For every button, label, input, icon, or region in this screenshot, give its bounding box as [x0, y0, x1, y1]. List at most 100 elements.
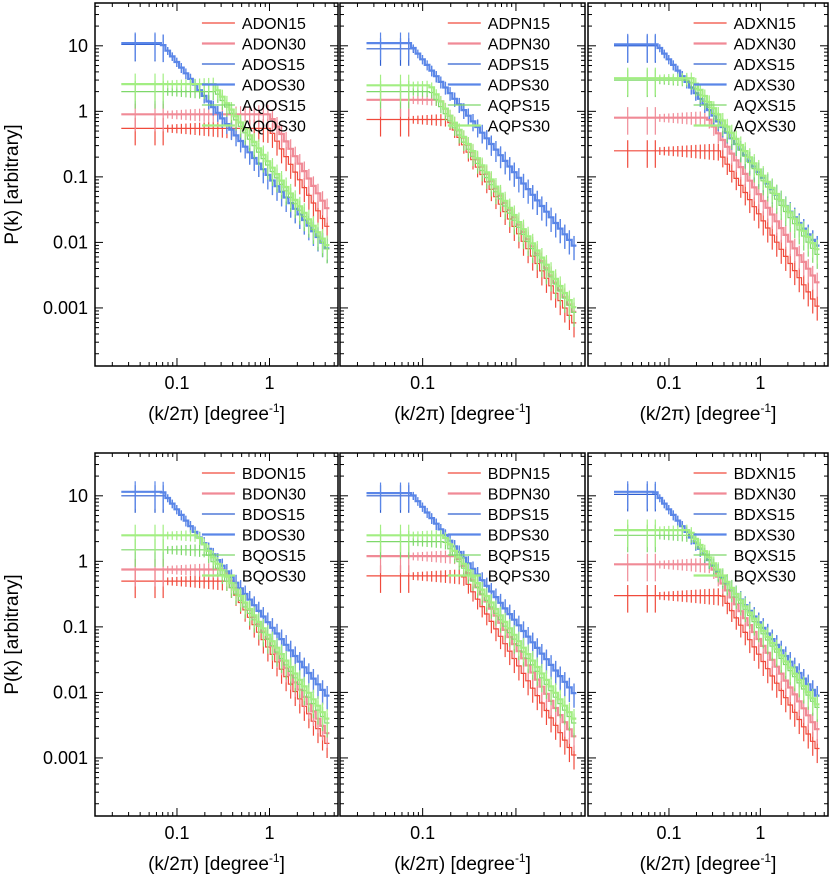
legend-entry: BDXS30	[734, 528, 795, 545]
plot-frame	[94, 452, 339, 817]
x-tick-label: 0.1	[164, 373, 189, 393]
series-line	[614, 563, 820, 731]
legend-entry: BQPS15	[488, 548, 550, 565]
legend-entry: BDON15	[242, 466, 306, 483]
series-BDPN15	[366, 565, 577, 770]
series-line	[121, 127, 330, 227]
series-line	[121, 43, 330, 249]
plot-frame	[587, 2, 829, 367]
y-tick-label: 0.01	[53, 682, 88, 702]
series-line	[121, 490, 330, 697]
legend-entry: ADXN15	[734, 16, 796, 33]
series-line	[614, 77, 820, 251]
chart-panel-top-right: 0.1 1 (k/2π) [degree-1] ADXN15 ADXN30 ADXS15 A…	[587, 2, 829, 425]
chart-panel-top-center: 0.1 (k/2π) [degree-1] ADPN15 ADPN30 ADPS15 AD…	[339, 2, 586, 425]
series-BDON30	[121, 558, 330, 748]
legend-entry: BDXN30	[734, 487, 796, 504]
series-line	[366, 84, 577, 309]
legend-entry: ADON15	[242, 16, 306, 33]
series-line	[366, 534, 577, 720]
legend-entry: ADPS30	[488, 78, 549, 95]
y-tick-label: 10	[68, 486, 88, 506]
legend-entry: AQPS30	[488, 119, 550, 136]
legend-entry: BDON30	[242, 487, 306, 504]
series-BQXS30	[614, 519, 820, 719]
x-tick-label: 0.1	[410, 823, 435, 843]
legend-entry: ADOS30	[242, 78, 305, 95]
y-tick-label: 0.001	[43, 298, 88, 318]
x-tick-label: 0.1	[656, 823, 681, 843]
legend-entry: BQXS30	[734, 569, 796, 586]
y-tick-label: 0.1	[63, 617, 88, 637]
series-ADXN15	[614, 140, 820, 321]
series-BDXN15	[614, 585, 820, 764]
series-ADPS30	[366, 32, 577, 261]
legend-entry: ADOS15	[242, 57, 305, 74]
legend-entry: ADXN30	[734, 37, 796, 54]
legend-entry: BQOS15	[242, 548, 306, 565]
series-line	[121, 549, 330, 724]
legend-entry: BDPS15	[488, 507, 549, 524]
series-ADXN30	[614, 107, 820, 297]
series-BQPS30	[366, 524, 577, 734]
legend-entry: BDPS30	[488, 528, 549, 545]
y-tick-label: 0.01	[53, 232, 88, 252]
legend-entry: BDPN15	[488, 466, 550, 483]
legend-entry: BDXN15	[734, 466, 796, 483]
plot-frame	[339, 452, 586, 817]
chart-panel-bottom-left: 0.1 1 10 1 0.1 0.01 0.001 (k/2π) [degree-1] P(k)…	[2, 452, 339, 875]
legend-entry: BQPS30	[488, 569, 550, 586]
x-tick-label: 1	[755, 373, 765, 393]
legend-entry: ADPN30	[488, 37, 550, 54]
x-axis-label: (k/2π) [degree-1]	[148, 401, 285, 425]
x-tick-label: 1	[264, 373, 274, 393]
series-line	[614, 595, 820, 750]
y-axis-label: P(k) [arbitrary]	[2, 574, 23, 694]
y-tick-label: 1	[78, 101, 88, 121]
plot-frame	[94, 2, 339, 367]
series-line	[121, 83, 330, 247]
series-AQXS30	[614, 67, 820, 264]
legend-entry: BDPN30	[488, 487, 550, 504]
chart-panel-top-left: 0.1 1 10 1 0.1 0.01 0.001 (k/2π) [degree-1] P(k)…	[2, 2, 339, 425]
series-line	[614, 116, 820, 284]
legend-entry: AQOS30	[242, 119, 306, 136]
y-tick-label: 10	[68, 36, 88, 56]
x-tick-label: 0.1	[164, 823, 189, 843]
x-tick-label: 0.1	[656, 373, 681, 393]
legend-entry: BDXS15	[734, 507, 795, 524]
plot-frame	[587, 452, 829, 817]
series-line	[614, 45, 820, 247]
y-tick-label: 1	[78, 551, 88, 571]
x-tick-label: 0.1	[410, 373, 435, 393]
legend-entry: BQXS15	[734, 548, 796, 565]
series-line	[366, 575, 577, 756]
series-AQPS30	[366, 74, 577, 322]
chart-panel-bottom-right: 0.1 1 (k/2π) [degree-1] BDXN15 BDXN30 BDXS15 B…	[587, 452, 829, 875]
y-tick-label: 0.001	[43, 748, 88, 768]
series-BQOS30	[121, 524, 330, 734]
chart-panel-bottom-center: 0.1 (k/2π) [degree-1] BDPN15 BDPN30 BDPS15 BD…	[339, 452, 586, 875]
legend-entry: ADON30	[242, 37, 306, 54]
x-tick-label: 1	[264, 823, 274, 843]
y-tick-label: 0.1	[63, 167, 88, 187]
series-line	[121, 568, 330, 735]
plot-frame	[339, 2, 586, 367]
legend-entry: ADPS15	[488, 57, 549, 74]
legend-entry: BDOS30	[242, 528, 305, 545]
series-BDON15	[121, 570, 330, 758]
legend-entry: BQOS30	[242, 569, 306, 586]
legend-entry: AQOS15	[242, 98, 306, 115]
legend-entry: BDOS15	[242, 507, 305, 524]
legend-entry: AQXS15	[734, 98, 796, 115]
series-line	[121, 42, 330, 250]
series-line	[614, 43, 820, 247]
legend-entry: ADXS15	[734, 57, 795, 74]
series-line	[121, 113, 330, 210]
series-line	[366, 42, 577, 247]
series-line	[121, 495, 330, 697]
series-line	[366, 495, 577, 694]
x-axis-label: (k/2π) [degree-1]	[640, 851, 777, 875]
legend-entry: ADXS30	[734, 78, 795, 95]
x-axis-label: (k/2π) [degree-1]	[148, 851, 285, 875]
